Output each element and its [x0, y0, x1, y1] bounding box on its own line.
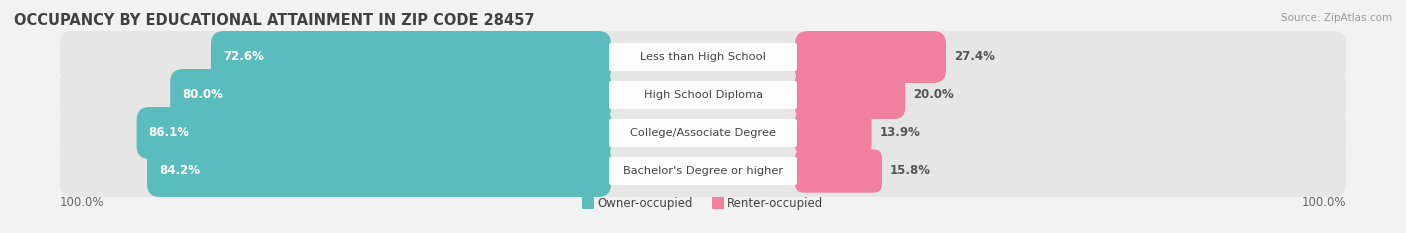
Text: Renter-occupied: Renter-occupied [727, 196, 824, 209]
Text: 13.9%: 13.9% [880, 127, 921, 140]
Text: 27.4%: 27.4% [955, 51, 995, 64]
Text: 15.8%: 15.8% [890, 164, 931, 178]
Text: OCCUPANCY BY EDUCATIONAL ATTAINMENT IN ZIP CODE 28457: OCCUPANCY BY EDUCATIONAL ATTAINMENT IN Z… [14, 13, 534, 28]
FancyBboxPatch shape [60, 69, 1346, 121]
Text: 72.6%: 72.6% [224, 51, 264, 64]
Text: Source: ZipAtlas.com: Source: ZipAtlas.com [1281, 13, 1392, 23]
FancyBboxPatch shape [582, 197, 593, 209]
Text: High School Diploma: High School Diploma [644, 90, 762, 100]
FancyBboxPatch shape [148, 145, 612, 197]
Text: 100.0%: 100.0% [1302, 196, 1346, 209]
Text: 20.0%: 20.0% [914, 89, 953, 102]
FancyBboxPatch shape [609, 81, 797, 109]
Text: 80.0%: 80.0% [183, 89, 224, 102]
Text: Less than High School: Less than High School [640, 52, 766, 62]
Text: Bachelor's Degree or higher: Bachelor's Degree or higher [623, 166, 783, 176]
FancyBboxPatch shape [609, 157, 797, 185]
FancyBboxPatch shape [794, 31, 946, 83]
FancyBboxPatch shape [136, 107, 612, 159]
FancyBboxPatch shape [609, 119, 797, 147]
FancyBboxPatch shape [609, 43, 797, 71]
Text: 100.0%: 100.0% [60, 196, 104, 209]
Text: 84.2%: 84.2% [159, 164, 200, 178]
FancyBboxPatch shape [794, 71, 905, 119]
FancyBboxPatch shape [60, 145, 1346, 197]
FancyBboxPatch shape [170, 69, 612, 121]
Text: 86.1%: 86.1% [149, 127, 190, 140]
FancyBboxPatch shape [794, 149, 882, 193]
FancyBboxPatch shape [60, 31, 1346, 83]
Text: College/Associate Degree: College/Associate Degree [630, 128, 776, 138]
FancyBboxPatch shape [211, 31, 612, 83]
Text: Owner-occupied: Owner-occupied [598, 196, 693, 209]
FancyBboxPatch shape [60, 107, 1346, 159]
FancyBboxPatch shape [794, 112, 872, 154]
FancyBboxPatch shape [711, 197, 724, 209]
